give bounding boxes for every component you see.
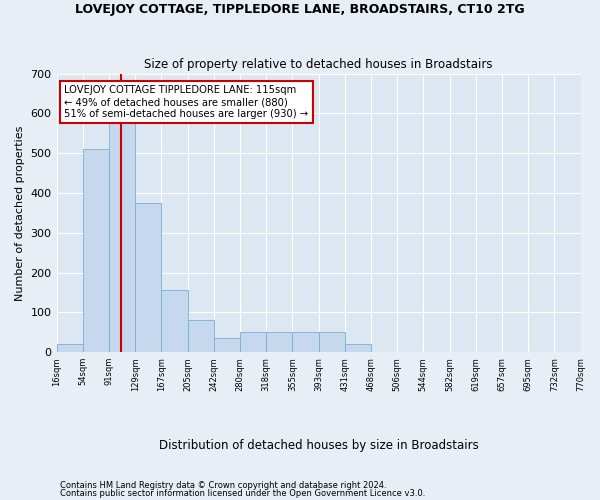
Bar bbox=[135, 203, 161, 352]
Bar bbox=[161, 290, 188, 352]
Text: Contains public sector information licensed under the Open Government Licence v3: Contains public sector information licen… bbox=[60, 489, 425, 498]
Bar bbox=[266, 332, 292, 352]
X-axis label: Distribution of detached houses by size in Broadstairs: Distribution of detached houses by size … bbox=[158, 440, 478, 452]
Bar bbox=[214, 338, 240, 352]
Bar bbox=[240, 332, 266, 352]
Bar bbox=[188, 320, 214, 352]
Bar bbox=[56, 344, 83, 352]
Y-axis label: Number of detached properties: Number of detached properties bbox=[15, 125, 25, 300]
Title: Size of property relative to detached houses in Broadstairs: Size of property relative to detached ho… bbox=[144, 58, 493, 71]
Bar bbox=[83, 149, 109, 352]
Bar bbox=[345, 344, 371, 352]
Text: LOVEJOY COTTAGE TIPPLEDORE LANE: 115sqm
← 49% of detached houses are smaller (88: LOVEJOY COTTAGE TIPPLEDORE LANE: 115sqm … bbox=[64, 86, 308, 118]
Text: Contains HM Land Registry data © Crown copyright and database right 2024.: Contains HM Land Registry data © Crown c… bbox=[60, 480, 386, 490]
Bar bbox=[292, 332, 319, 352]
Bar bbox=[109, 122, 135, 352]
Text: LOVEJOY COTTAGE, TIPPLEDORE LANE, BROADSTAIRS, CT10 2TG: LOVEJOY COTTAGE, TIPPLEDORE LANE, BROADS… bbox=[75, 2, 525, 16]
Bar bbox=[319, 332, 345, 352]
